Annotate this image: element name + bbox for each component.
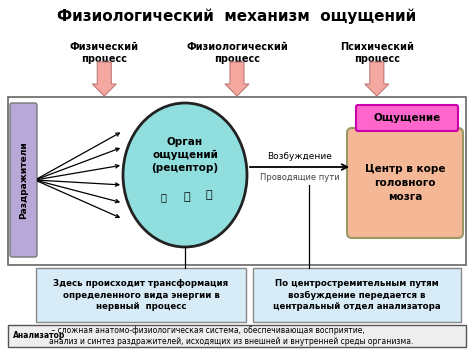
Text: Анализатор: Анализатор: [13, 332, 65, 340]
FancyBboxPatch shape: [8, 97, 466, 265]
Text: Физиологический  механизм  ощущений: Физиологический механизм ощущений: [57, 8, 417, 24]
Text: Орган
ощущений
(рецептор): Орган ощущений (рецептор): [151, 137, 219, 173]
FancyArrow shape: [225, 62, 249, 96]
Text: Центр в коре
головного
мозга: Центр в коре головного мозга: [365, 164, 445, 202]
FancyBboxPatch shape: [356, 105, 458, 131]
Text: Физиологический
процесс: Физиологический процесс: [186, 42, 288, 64]
Text: Физический
процесс: Физический процесс: [70, 42, 139, 64]
FancyBboxPatch shape: [253, 268, 461, 322]
Text: Проводящие пути: Проводящие пути: [260, 173, 339, 182]
Text: Психический
процесс: Психический процесс: [340, 42, 414, 64]
Text: 👂: 👂: [206, 190, 212, 200]
FancyBboxPatch shape: [36, 268, 246, 322]
Text: Здесь происходит трансформация
определенного вида энергии в
нервный  процесс: Здесь происходит трансформация определен…: [54, 279, 228, 311]
FancyBboxPatch shape: [8, 325, 466, 347]
Text: 👁: 👁: [184, 192, 191, 202]
Text: Возбуждение: Возбуждение: [267, 152, 332, 161]
Text: Раздражители: Раздражители: [19, 141, 28, 219]
FancyArrow shape: [92, 62, 116, 96]
Ellipse shape: [123, 103, 247, 247]
Text: 👃: 👃: [160, 192, 166, 202]
Text: – сложная анатомо-физиологическая система, обеспечивающая восприятие,
анализ и с: – сложная анатомо-физиологическая систем…: [49, 326, 413, 346]
Text: Ощущение: Ощущение: [374, 113, 441, 123]
Text: По центростремительным путям
возбуждение передается в
центральный отдел анализат: По центростремительным путям возбуждение…: [273, 279, 441, 311]
FancyBboxPatch shape: [10, 103, 37, 257]
FancyArrow shape: [365, 62, 389, 96]
FancyBboxPatch shape: [347, 128, 463, 238]
